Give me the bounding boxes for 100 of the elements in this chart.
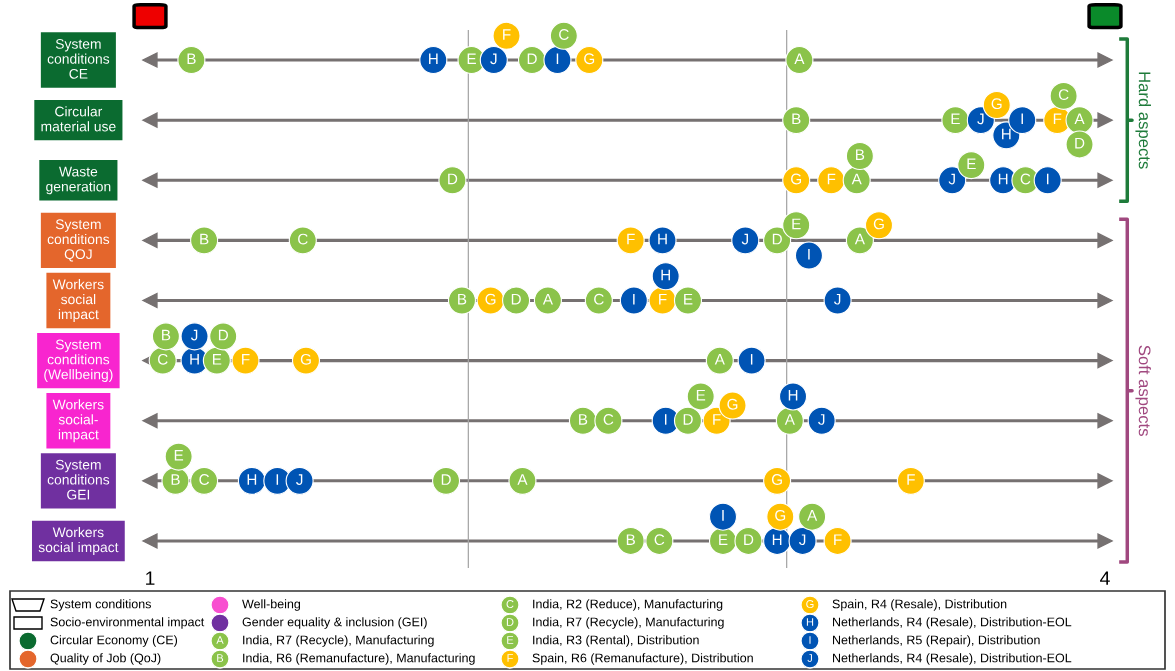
- data-label: J: [818, 414, 825, 425]
- data-label: E: [684, 293, 693, 305]
- data-label: A: [854, 233, 865, 245]
- point: [543, 46, 572, 75]
- data-label: H: [247, 474, 257, 485]
- data-label: C: [1020, 173, 1031, 185]
- data-label: J: [799, 534, 806, 546]
- text: Hard aspects: [1135, 72, 1151, 169]
- data-label: C: [199, 474, 210, 485]
- text: C: [506, 600, 514, 608]
- data-label: H: [772, 534, 782, 545]
- data-label: A: [714, 354, 725, 365]
- data-label: I: [664, 414, 667, 425]
- data-label: E: [174, 450, 184, 461]
- data-label: B: [626, 534, 635, 545]
- y-tick-label: System conditions CE: [47, 38, 110, 79]
- legend-label: Spain, R4 (Resale), Distribution: [832, 599, 1007, 611]
- legend-label: India, R7 (Recycle), Manufacturing: [533, 617, 724, 629]
- data-label: D: [511, 293, 521, 305]
- data-label: C: [594, 293, 604, 305]
- text: H: [806, 618, 814, 626]
- data-label: D: [744, 534, 754, 545]
- point: [938, 166, 967, 195]
- y-tick-label: Workers social impact: [52, 279, 104, 322]
- data-label: G: [873, 218, 884, 230]
- y-tick-label: Workers social impact: [38, 527, 119, 555]
- data-label: D: [772, 233, 782, 245]
- x-tick-label: 4: [1100, 571, 1110, 585]
- data-label: I: [1046, 173, 1049, 185]
- text: B: [217, 654, 224, 662]
- data-label: B: [187, 53, 196, 65]
- data-label: H: [998, 173, 1008, 185]
- data-label: J: [977, 113, 984, 125]
- data-label: G: [485, 293, 496, 305]
- data-label: I: [722, 510, 724, 521]
- point: [285, 466, 314, 495]
- data-label: F: [907, 474, 915, 485]
- data-label: A: [851, 173, 862, 185]
- data-label: C: [298, 233, 308, 245]
- point: [731, 226, 760, 255]
- data-label: I: [808, 249, 810, 260]
- data-label: A: [1074, 113, 1085, 125]
- data-label: E: [213, 354, 222, 365]
- point: [737, 346, 766, 375]
- data-label: C: [1058, 89, 1069, 100]
- data-label: E: [792, 218, 801, 230]
- data-label: H: [788, 389, 798, 401]
- data-label: D: [448, 173, 458, 185]
- y-tick-label: Circular material use: [41, 106, 116, 132]
- text: System conditions: [50, 599, 151, 611]
- data-label: A: [794, 53, 805, 65]
- legend-label: Circular Economy (CE): [50, 635, 178, 647]
- data-label: C: [654, 534, 665, 546]
- text: I: [809, 636, 811, 644]
- data-label: G: [791, 173, 802, 185]
- legend-label: Well-being: [242, 599, 301, 611]
- data-label: D: [1075, 137, 1085, 149]
- data-label: D: [527, 53, 537, 65]
- text: Socio-environmental impact: [50, 617, 205, 629]
- data-label: F: [659, 293, 667, 305]
- x-tick-label: 1: [146, 571, 155, 585]
- data-label: B: [792, 113, 801, 125]
- data-label: B: [200, 233, 209, 245]
- point: [807, 406, 836, 435]
- data-label: I: [750, 354, 753, 365]
- data-label: H: [190, 354, 199, 365]
- data-label: G: [584, 53, 595, 65]
- text: G: [806, 600, 814, 608]
- legend-label: Spain, R6 (Remanufacture), Distribution: [532, 653, 753, 665]
- data-label: I: [276, 474, 279, 485]
- point: [788, 526, 817, 556]
- legend-label: Netherlands, R4 (Resale), Distribution-EOL: [833, 653, 1072, 665]
- data-label: G: [300, 353, 311, 365]
- text: F: [507, 654, 513, 662]
- text: A: [216, 636, 224, 644]
- legend-label: India, R2 (Reduce), Manufacturing: [533, 599, 723, 611]
- data-label: A: [517, 474, 528, 485]
- y-tick-label: System conditions QOJ: [47, 219, 110, 262]
- data-label: E: [967, 158, 976, 170]
- data-label: B: [162, 329, 171, 341]
- y-tick-label: System conditions (Wellbeing): [44, 339, 113, 383]
- data-label: C: [603, 414, 614, 425]
- point: [1033, 166, 1062, 195]
- data-label: A: [542, 293, 553, 305]
- data-label: I: [556, 53, 559, 65]
- data-label: F: [627, 233, 635, 245]
- data-label: B: [171, 474, 180, 485]
- data-label: C: [559, 29, 569, 40]
- data-label: I: [1021, 113, 1023, 125]
- legend-label: India, R7 (Recycle), Manufacturing: [243, 635, 434, 647]
- data-label: F: [242, 354, 250, 365]
- data-label: A: [807, 510, 818, 521]
- data-label: G: [775, 509, 786, 521]
- data-label: D: [218, 329, 228, 341]
- data-label: G: [991, 98, 1002, 110]
- data-label: E: [719, 534, 728, 545]
- data-label: E: [467, 53, 476, 65]
- data-label: J: [490, 53, 497, 65]
- text: Soft aspects: [1135, 345, 1151, 436]
- data-label: G: [727, 398, 738, 410]
